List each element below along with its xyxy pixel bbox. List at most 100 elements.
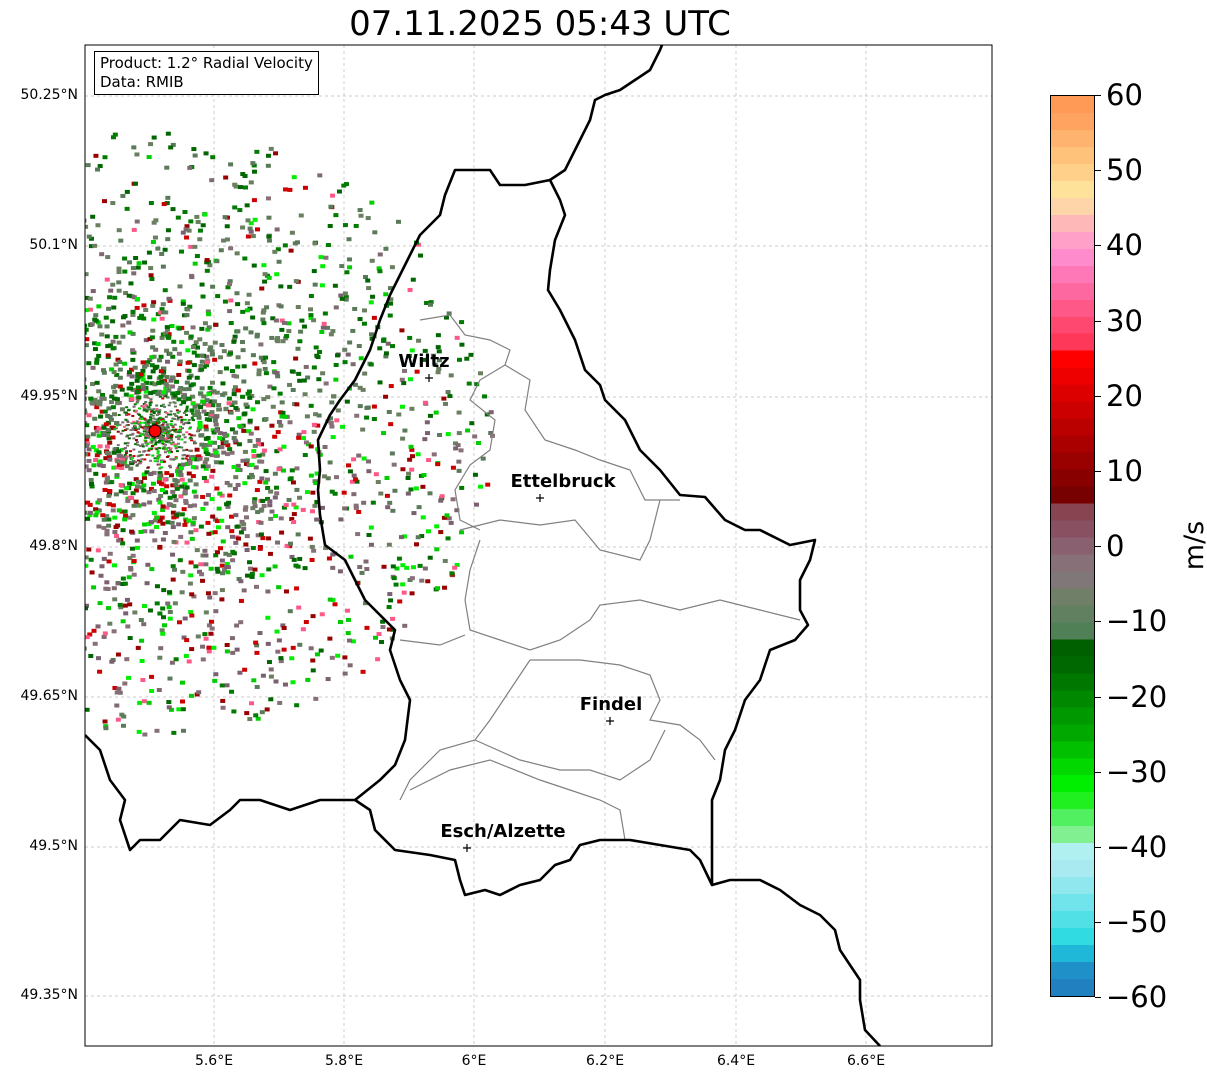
- lon-tick: 6.2°E: [585, 1053, 625, 1069]
- radar-echo: [106, 306, 112, 311]
- radar-echo: [242, 667, 248, 672]
- radar-echo: [235, 364, 241, 369]
- radar-echo: [20, 179, 25, 183]
- radar-echo: [427, 491, 433, 496]
- radar-echo: [194, 214, 200, 219]
- radar-echo: [131, 227, 137, 232]
- radar-echo: [439, 494, 445, 499]
- radar-echo: [56, 149, 61, 153]
- radar-echo: [265, 615, 271, 620]
- radar-echo: [141, 502, 147, 507]
- radar-echo: [53, 366, 58, 370]
- radar-echo: [342, 360, 348, 365]
- radar-echo: [291, 502, 297, 507]
- radar-echo: [335, 408, 341, 413]
- radar-echo: [347, 469, 353, 474]
- radar-echo: [76, 448, 81, 452]
- radar-echo: [325, 243, 331, 248]
- radar-echo: [308, 403, 314, 408]
- radar-echo: [300, 627, 306, 632]
- radar-echo: [76, 342, 81, 346]
- radar-echo: [117, 413, 121, 416]
- radar-echo: [164, 471, 170, 476]
- radar-echo: [303, 440, 309, 445]
- radar-echo: [53, 323, 58, 327]
- radar-echo: [85, 510, 88, 515]
- radar-echo: [171, 503, 177, 508]
- radar-echo: [233, 406, 239, 411]
- radar-echo: [101, 556, 107, 561]
- radar-echo: [425, 529, 431, 534]
- radar-echo: [323, 381, 329, 386]
- radar-echo: [110, 508, 116, 513]
- radar-echo: [17, 381, 22, 385]
- radar-echo: [238, 620, 244, 625]
- radar-echo: [154, 584, 160, 589]
- radar-echo: [148, 441, 152, 444]
- colorbar-tick: −30: [1094, 754, 1168, 789]
- radar-echo: [140, 677, 146, 682]
- radar-echo: [363, 559, 369, 564]
- radar-echo: [169, 441, 173, 444]
- radar-echo: [276, 585, 282, 590]
- radar-echo: [93, 313, 99, 318]
- radar-echo: [147, 406, 151, 409]
- radar-echo: [166, 434, 170, 437]
- radar-echo: [218, 546, 224, 551]
- radar-echo: [275, 374, 281, 379]
- radar-echo: [169, 410, 173, 413]
- radar-echo: [113, 383, 119, 388]
- radar-echo: [173, 482, 179, 487]
- radar-echo: [455, 443, 461, 448]
- radar-echo: [149, 674, 155, 679]
- radar-echo: [170, 384, 176, 389]
- radar-echo: [142, 260, 148, 265]
- radar-echo: [230, 558, 236, 563]
- radar-echo: [185, 448, 189, 451]
- radar-echo: [132, 610, 138, 615]
- radar-echo: [203, 610, 209, 615]
- radar-echo: [124, 657, 130, 662]
- radar-echo: [402, 428, 408, 433]
- radar-echo: [228, 246, 234, 251]
- radar-echo: [132, 181, 138, 186]
- radar-echo: [357, 317, 363, 322]
- radar-echo: [109, 659, 115, 664]
- radar-echo: [365, 278, 371, 283]
- radar-echo: [242, 481, 248, 486]
- radar-echo: [196, 430, 200, 433]
- radar-echo: [248, 180, 254, 185]
- radar-echo: [71, 274, 76, 278]
- radar-echo: [201, 402, 207, 407]
- radar-echo: [92, 397, 98, 402]
- radar-echo: [61, 287, 66, 291]
- radar-echo: [141, 316, 147, 321]
- radar-echo: [148, 391, 154, 396]
- radar-echo: [436, 358, 442, 363]
- radar-echo: [12, 467, 17, 471]
- radar-echo: [109, 394, 115, 399]
- radar-echo: [204, 457, 210, 462]
- radar-echo: [134, 219, 140, 224]
- radar-echo: [65, 660, 70, 664]
- radar-echo: [190, 457, 196, 462]
- radar-echo: [127, 408, 131, 411]
- radar-echo: [149, 486, 155, 491]
- radar-echo: [311, 429, 317, 434]
- radar-echo: [166, 449, 170, 452]
- radar-echo: [343, 297, 349, 302]
- radar-echo: [0, 442, 3, 446]
- radar-echo: [356, 344, 362, 349]
- radar-echo: [353, 223, 359, 228]
- radar-echo: [122, 517, 128, 522]
- lat-tick: 50.25°N: [20, 87, 78, 103]
- radar-echo: [181, 400, 187, 405]
- radar-echo: [94, 453, 100, 458]
- radar-echo: [232, 205, 238, 210]
- radar-echo: [150, 447, 154, 450]
- radar-echo: [317, 173, 323, 178]
- radar-echo: [70, 291, 75, 295]
- radar-echo: [311, 548, 317, 553]
- radar-echo: [322, 474, 328, 479]
- radar-echo: [172, 393, 178, 398]
